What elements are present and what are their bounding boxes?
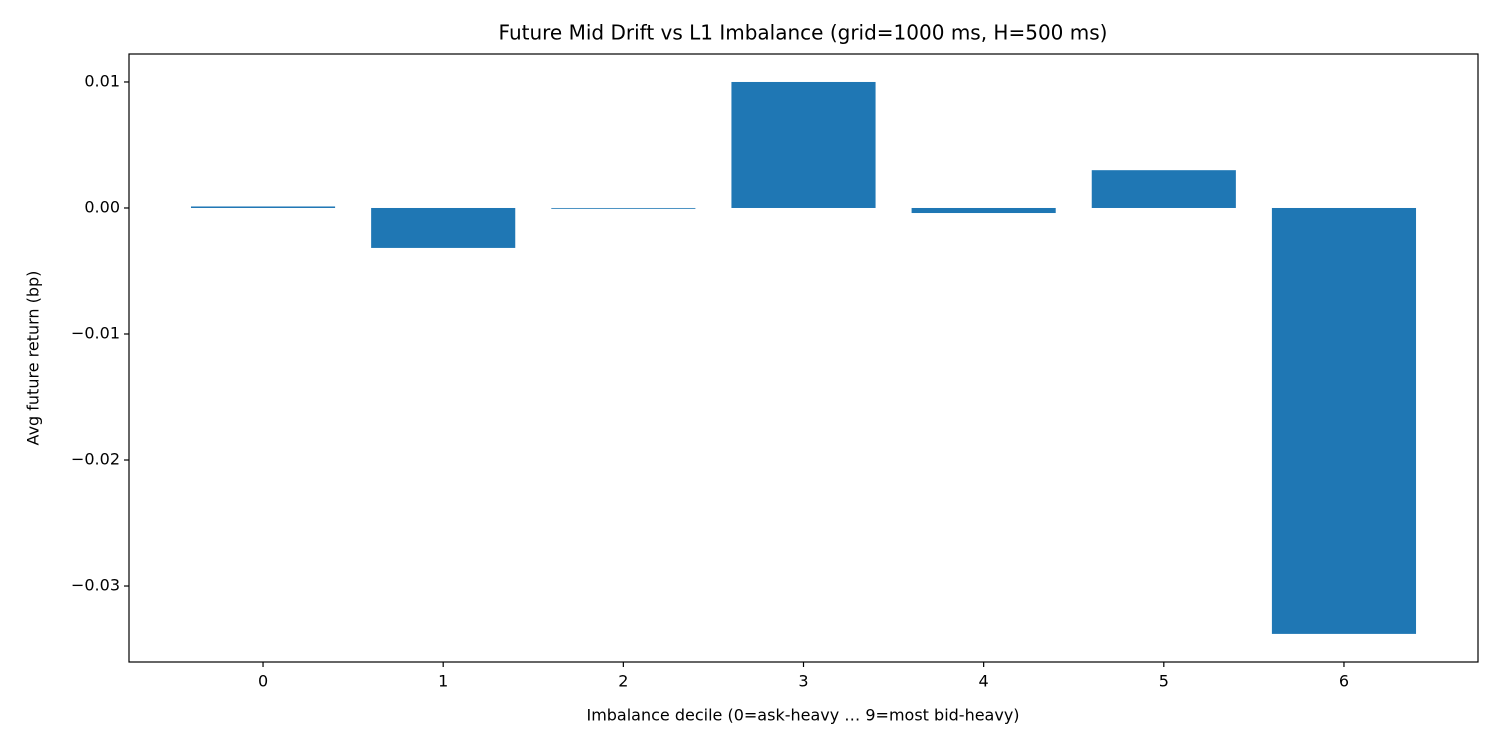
bar bbox=[1091, 170, 1236, 208]
y-tick-label: −0.02 bbox=[71, 450, 120, 469]
bar bbox=[551, 207, 696, 209]
x-tick-label: 6 bbox=[1339, 672, 1349, 691]
plot-area bbox=[190, 81, 1417, 634]
bar bbox=[911, 207, 1056, 214]
chart-title: Future Mid Drift vs L1 Imbalance (grid=1… bbox=[499, 21, 1108, 45]
y-tick-label: 0.00 bbox=[84, 197, 120, 216]
x-tick-label: 5 bbox=[1159, 672, 1169, 691]
x-tick-label: 2 bbox=[618, 672, 628, 691]
bar bbox=[1271, 207, 1417, 634]
x-axis-label: Imbalance decile (0=ask-heavy … 9=most b… bbox=[586, 706, 1019, 725]
y-axis-label: Avg future return (bp) bbox=[24, 271, 43, 446]
x-tick-label: 4 bbox=[979, 672, 989, 691]
y-tick-label: 0.01 bbox=[84, 71, 120, 90]
x-tick-label: 1 bbox=[438, 672, 448, 691]
y-tick-label: −0.01 bbox=[71, 323, 120, 342]
y-tick-label: −0.03 bbox=[71, 576, 120, 595]
bar bbox=[190, 206, 336, 208]
bar bbox=[371, 207, 516, 248]
bar bbox=[731, 81, 876, 208]
x-tick-label: 0 bbox=[258, 672, 268, 691]
x-tick-label: 3 bbox=[798, 672, 808, 691]
